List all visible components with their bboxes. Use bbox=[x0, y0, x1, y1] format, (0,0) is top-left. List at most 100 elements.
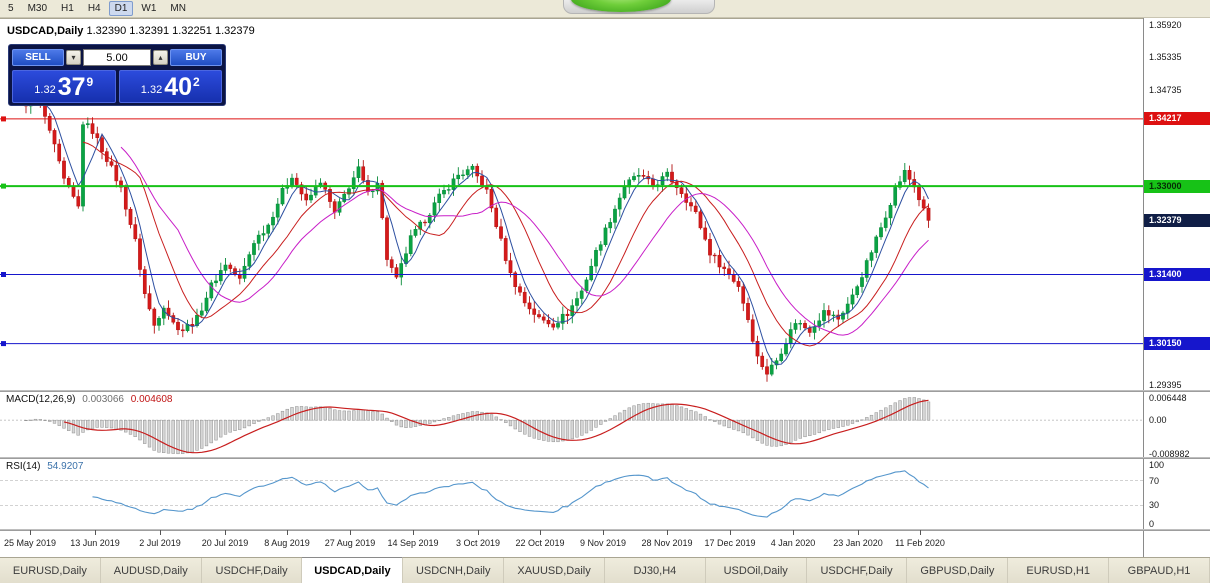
rsi-pane[interactable] bbox=[0, 459, 1143, 529]
timeframe-button-5[interactable]: 5 bbox=[2, 1, 20, 16]
chart-tab-usdcad-daily-3[interactable]: USDCAD,Daily bbox=[302, 557, 404, 583]
hline-price-tag[interactable]: 1.33000 bbox=[1144, 179, 1210, 193]
bar-low-value: 1.32251 bbox=[172, 25, 212, 37]
time-axis-tick bbox=[160, 530, 161, 535]
time-axis-label: 17 Dec 2019 bbox=[704, 538, 756, 548]
time-axis-label: 28 Nov 2019 bbox=[641, 538, 693, 548]
timeframe-button-h4[interactable]: H4 bbox=[82, 1, 107, 16]
time-axis-label: 13 Jun 2019 bbox=[70, 538, 120, 548]
time-axis-tick bbox=[287, 530, 288, 535]
chart-tab-eurusd-daily-0[interactable]: EURUSD,Daily bbox=[0, 558, 101, 583]
timeframe-button-mn[interactable]: MN bbox=[164, 1, 192, 16]
time-axis-label: 25 May 2019 bbox=[3, 538, 57, 548]
hline-price-tag[interactable]: 1.34217 bbox=[1144, 112, 1210, 126]
time-axis-label: 4 Jan 2020 bbox=[770, 538, 816, 548]
sell-button[interactable]: SELL bbox=[12, 49, 64, 66]
chart-tab-xauusd-daily-5[interactable]: XAUUSD,Daily bbox=[504, 558, 605, 583]
chart-tab-usdchf-daily-2[interactable]: USDCHF,Daily bbox=[201, 558, 303, 583]
buy-button[interactable]: BUY bbox=[170, 49, 222, 66]
pane-separator[interactable] bbox=[0, 529, 1210, 531]
chart-tab-usdcnh-daily-4[interactable]: USDCNH,Daily bbox=[403, 558, 505, 583]
pane-separator[interactable] bbox=[0, 457, 1210, 459]
timeframe-button-h1[interactable]: H1 bbox=[55, 1, 80, 16]
chart-tab-audusd-daily-1[interactable]: AUDUSD,Daily bbox=[100, 558, 202, 583]
pane-separator[interactable] bbox=[0, 390, 1210, 392]
buy-price-fraction: 2 bbox=[193, 75, 200, 89]
time-axis-tick bbox=[30, 530, 31, 535]
time-axis-label: 11 Feb 2020 bbox=[895, 538, 945, 548]
macd-main-value: 0.003066 bbox=[82, 394, 124, 405]
one-click-trade-panel: SELL ▾ ▴ BUY 1.32 37 9 1.32 40 2 bbox=[8, 44, 226, 106]
rsi-axis-label: 100 bbox=[1149, 460, 1165, 470]
time-axis-tick bbox=[793, 530, 794, 535]
time-axis-tick bbox=[920, 530, 921, 535]
price-axis-label: 1.35920 bbox=[1149, 19, 1182, 30]
rsi-axis-label: 70 bbox=[1149, 475, 1160, 486]
price-axis-label: 1.34735 bbox=[1149, 85, 1182, 96]
price-axis-label: 1.29395 bbox=[1149, 380, 1182, 391]
volume-up-button[interactable]: ▴ bbox=[153, 50, 168, 65]
time-axis-tick bbox=[95, 530, 96, 535]
buy-price-figure: 1.32 bbox=[140, 84, 163, 96]
macd-pane[interactable] bbox=[0, 392, 1143, 457]
time-axis-label: 22 Oct 2019 bbox=[515, 538, 565, 548]
time-axis-label: 9 Nov 2019 bbox=[579, 538, 627, 548]
time-axis-tick bbox=[667, 530, 668, 535]
chart-tabs-bar: EURUSD,Daily AUDUSD,Daily USDCHF,Daily USDC… bbox=[0, 557, 1210, 583]
bar-high-value: 1.32391 bbox=[129, 25, 170, 37]
macd-axis-label: 0.00 bbox=[1149, 415, 1167, 426]
hline-price-tag[interactable]: 1.30150 bbox=[1144, 337, 1210, 351]
chart-tab-dj30-h4-6[interactable]: DJ30,H4 bbox=[604, 558, 706, 583]
rsi-params: RSI(14) bbox=[6, 461, 41, 472]
macd-signal-value: 0.004608 bbox=[130, 394, 173, 405]
chart-title: USDCAD,Daily 1.32390 1.32391 1.32251 1.3… bbox=[7, 25, 255, 37]
sell-price-display[interactable]: 1.32 37 9 bbox=[12, 70, 116, 103]
volume-input[interactable] bbox=[83, 49, 151, 66]
chart-tab-eurusd-h1-10[interactable]: EURUSD,H1 bbox=[1008, 558, 1110, 583]
chart-window bbox=[0, 18, 1210, 557]
current-price-tag: 1.32379 bbox=[1144, 213, 1210, 227]
rsi-value: 54.9207 bbox=[47, 461, 84, 472]
time-axis-tick bbox=[540, 530, 541, 535]
time-axis-tick bbox=[858, 530, 859, 535]
time-axis-label: 14 Sep 2019 bbox=[387, 538, 439, 548]
bar-open-value: 1.32390 bbox=[86, 25, 127, 37]
macd-axis-label: -0.008982 bbox=[1149, 448, 1190, 459]
volume-down-button[interactable]: ▾ bbox=[66, 50, 81, 65]
time-axis-label: 23 Jan 2020 bbox=[833, 538, 883, 548]
price-axis-label: 1.35335 bbox=[1149, 52, 1182, 63]
green-indicator-dome bbox=[571, 0, 671, 12]
time-axis-label: 2 Jul 2019 bbox=[139, 538, 181, 548]
time-axis-label: 20 Jul 2019 bbox=[201, 538, 249, 548]
time-axis-label: 3 Oct 2019 bbox=[455, 538, 501, 548]
time-axis-tick bbox=[730, 530, 731, 535]
chart-tab-gbpusd-daily-9[interactable]: GBPUSD,Daily bbox=[907, 558, 1009, 583]
buy-price-pips: 40 bbox=[164, 73, 193, 101]
time-axis-tick bbox=[478, 530, 479, 535]
buy-price-display[interactable]: 1.32 40 2 bbox=[118, 70, 222, 103]
screen-overlay-pill bbox=[563, 0, 715, 14]
chart-tab-usdoil-daily-7[interactable]: USDOil,Daily bbox=[705, 558, 807, 583]
macd-params: MACD(12,26,9) bbox=[6, 394, 76, 405]
macd-axis-label: 0.006448 bbox=[1149, 393, 1187, 403]
rsi-label: RSI(14) 54.9207 bbox=[6, 461, 83, 472]
time-axis-label: 27 Aug 2019 bbox=[324, 538, 376, 548]
hline-price-tag[interactable]: 1.31400 bbox=[1144, 268, 1210, 282]
time-axis-label: 8 Aug 2019 bbox=[264, 538, 310, 548]
sell-price-fraction: 9 bbox=[86, 75, 94, 89]
time-axis-tick bbox=[413, 530, 414, 535]
time-axis-tick bbox=[225, 530, 226, 535]
chart-tab-usdchf-daily-8[interactable]: USDCHF,Daily bbox=[806, 558, 908, 583]
rsi-axis-label: 0 bbox=[1149, 519, 1155, 529]
chart-symbol-label: USDCAD,Daily bbox=[7, 25, 84, 37]
price-axis bbox=[1143, 18, 1210, 557]
chart-tab-gbpaud-h1-11[interactable]: GBPAUD,H1 bbox=[1109, 558, 1210, 583]
timeframe-button-m30[interactable]: M30 bbox=[22, 1, 53, 16]
time-axis-tick bbox=[350, 530, 351, 535]
time-axis-tick bbox=[603, 530, 604, 535]
rsi-axis-label: 30 bbox=[1149, 500, 1160, 511]
timeframe-button-d1[interactable]: D1 bbox=[108, 1, 134, 16]
timeframe-button-w1[interactable]: W1 bbox=[135, 1, 162, 16]
sell-price-pips: 37 bbox=[57, 73, 86, 101]
